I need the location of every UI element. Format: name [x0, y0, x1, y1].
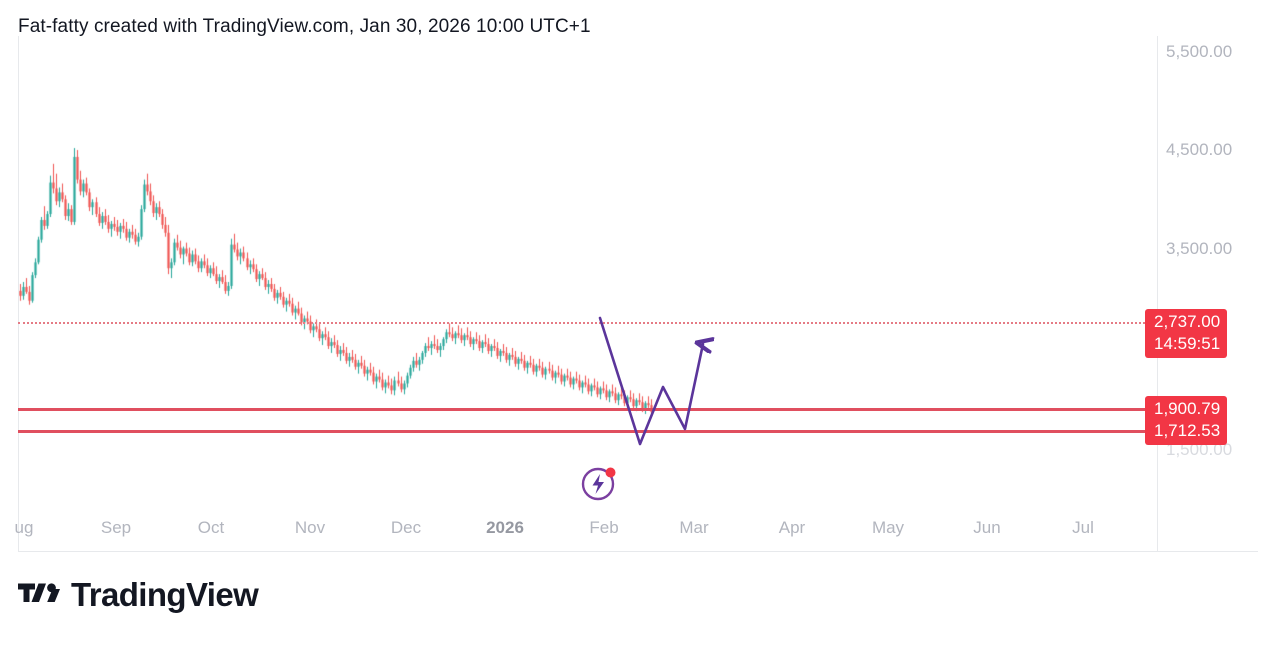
support-level-badge[interactable]: 1,712.53 [1145, 418, 1228, 445]
time-axis-tick: Apr [778, 518, 806, 537]
last-price-badge[interactable]: 2,737.00 14:59:51 [1145, 309, 1228, 358]
tradingview-wordmark: TradingView [71, 576, 259, 613]
tradingview-logo: TradingView [18, 576, 259, 613]
page-title: Fat-fatty created with TradingView.com, … [18, 16, 591, 37]
alert-dot-icon [605, 467, 616, 478]
price-axis-tick: 5,500.00 [1166, 42, 1233, 61]
time-axis-separator [18, 551, 1258, 552]
time-axis-tick: Sep [100, 518, 132, 537]
candlestick-series [19, 36, 1176, 551]
price-axis-tick: 3,500.00 [1166, 239, 1233, 258]
time-axis-tick: Dec [390, 518, 422, 537]
marker-circle [581, 467, 615, 501]
time-axis-tick: Mar [679, 518, 709, 537]
time-axis-tick: ug [14, 518, 34, 537]
time-axis-tick: Nov [294, 518, 326, 537]
tradingview-logo-icon [18, 582, 60, 602]
time-axis-tick: Jun [973, 518, 1001, 537]
badge-value: 1,712.53 [1154, 421, 1221, 440]
time-axis-tick: 2026 [486, 518, 524, 537]
lightning-bolt-icon [592, 474, 604, 494]
time-axis-tick: Jul [1072, 518, 1094, 537]
time-axis-tick: Feb [589, 518, 619, 537]
price-axis-tick: 4,500.00 [1166, 140, 1233, 159]
resistance-line[interactable] [18, 408, 1157, 411]
time-axis-tick: May [871, 518, 905, 537]
badge-value: 2,737.00 [1154, 312, 1221, 331]
last-price-line [18, 322, 1157, 324]
badge-value: 1,900.79 [1154, 399, 1221, 418]
chart-plot-area[interactable] [18, 36, 1176, 551]
price-axis-separator [1157, 36, 1158, 551]
time-axis-tick: Oct [197, 518, 225, 537]
badge-countdown: 14:59:51 [1154, 334, 1221, 353]
support-line[interactable] [18, 430, 1157, 433]
idea-lightning-marker[interactable] [580, 462, 620, 502]
